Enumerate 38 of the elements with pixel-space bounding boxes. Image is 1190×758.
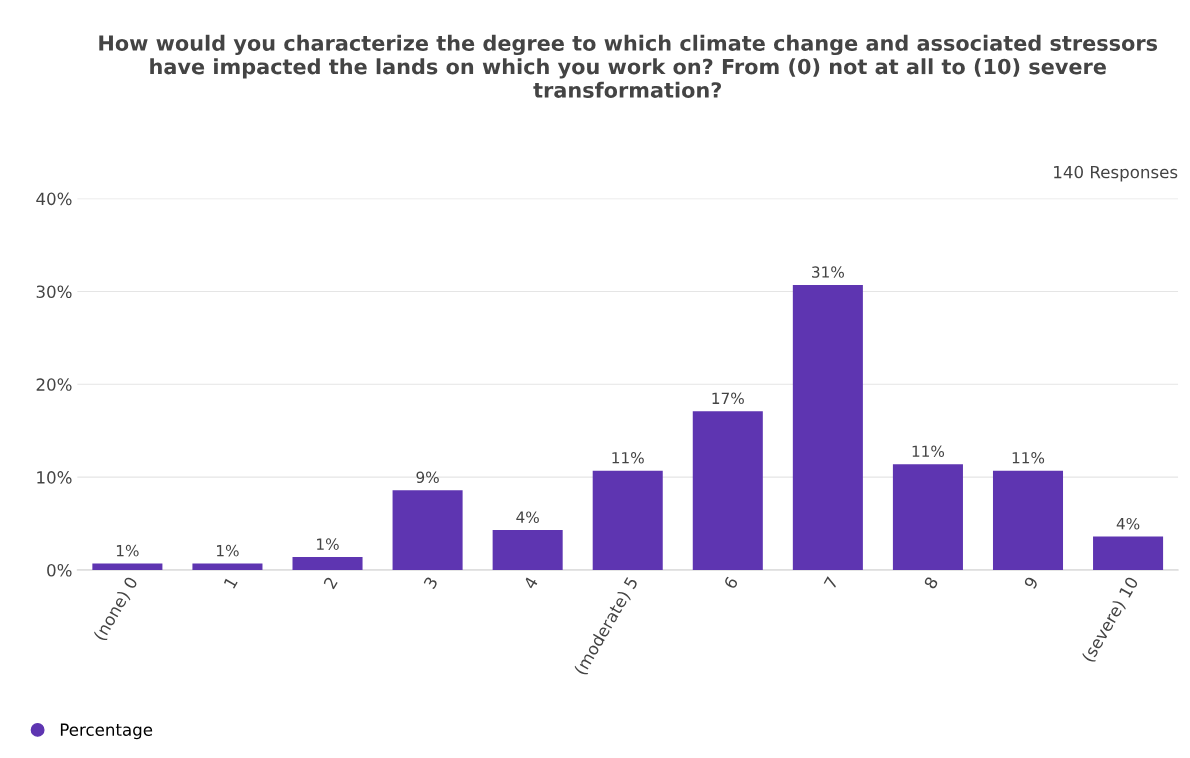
y-tick-label: 40%	[36, 192, 72, 206]
data-label: 1%	[116, 544, 139, 557]
bar	[1093, 536, 1164, 571]
data-label: 1%	[217, 544, 239, 557]
data-label: 31%	[812, 266, 844, 278]
data-label: 4%	[516, 511, 539, 523]
data-label: 11%	[1012, 451, 1045, 464]
x-tick-label: 2	[323, 576, 338, 590]
x-tick-label: 3	[423, 576, 439, 590]
data-label: 11%	[912, 445, 945, 458]
x-tick-label: 1	[223, 576, 238, 589]
bar	[492, 530, 563, 571]
data-label: 1%	[317, 538, 339, 550]
data-label: 4%	[1116, 517, 1140, 530]
bar	[892, 464, 963, 571]
x-tick-label: 7	[823, 576, 839, 590]
legend-label: Percentage	[60, 723, 153, 740]
bar	[692, 411, 763, 571]
bar	[192, 563, 263, 571]
data-label: 9%	[416, 471, 439, 484]
bar	[392, 490, 463, 571]
y-tick-label: 30%	[36, 285, 72, 299]
y-tick-label: 20%	[36, 378, 72, 391]
y-tick-label: 10%	[37, 471, 72, 484]
data-label: 11%	[612, 451, 644, 464]
bar	[92, 563, 163, 571]
data-label: 17%	[712, 392, 744, 405]
x-tick-label: 4	[523, 575, 539, 590]
y-tick-label: 0%	[47, 563, 72, 577]
chart-title: How would you characterize the degree to which climate change and associated stressors have impacted the lands on which you work on? From (0) not at all to (10) severe transformation?	[99, 34, 1158, 98]
bar	[592, 470, 663, 571]
bar	[792, 284, 863, 571]
bar	[292, 557, 363, 571]
bar	[992, 470, 1064, 571]
x-tick-label: 9	[1023, 576, 1039, 590]
x-tick-label: 8	[923, 576, 939, 590]
x-tick-label: 6	[723, 575, 739, 590]
text: 140 Responses	[1054, 165, 1178, 182]
